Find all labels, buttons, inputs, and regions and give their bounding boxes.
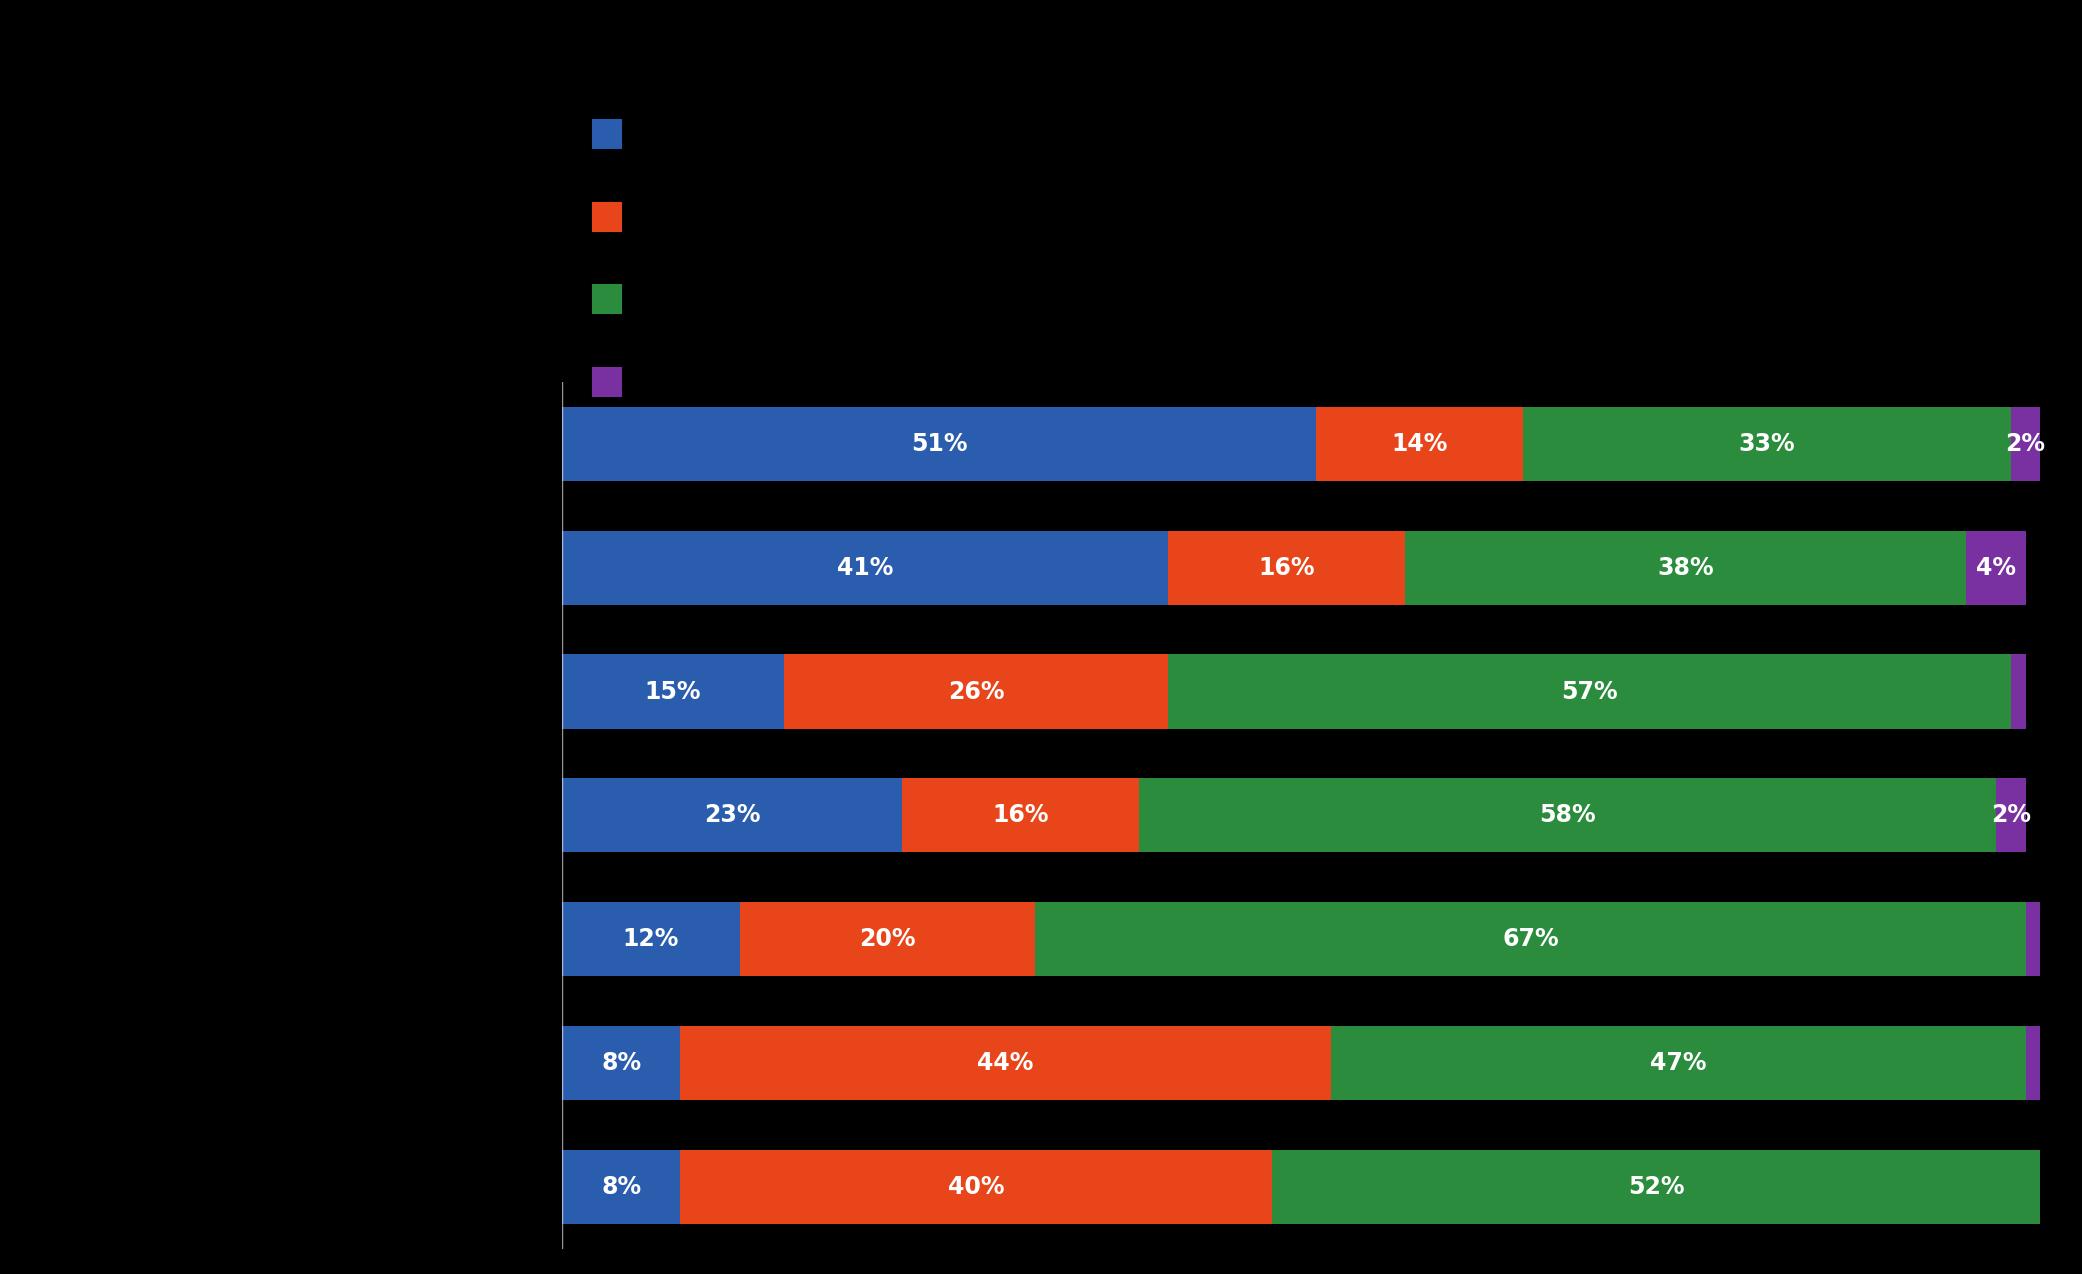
Bar — [681, 1026, 1330, 1099]
Bar — [562, 1026, 681, 1099]
Bar — [1035, 902, 2026, 976]
Text: 4%: 4% — [1976, 555, 2015, 580]
Bar — [562, 902, 739, 976]
Bar — [2011, 406, 2040, 482]
Text: 38%: 38% — [1657, 555, 1713, 580]
Text: 52%: 52% — [1628, 1175, 1684, 1199]
Text: 41%: 41% — [837, 555, 893, 580]
Text: 8%: 8% — [602, 1175, 641, 1199]
Bar — [2040, 1149, 2055, 1224]
Text: 20%: 20% — [860, 927, 916, 952]
Bar — [562, 1149, 681, 1224]
Text: 44%: 44% — [976, 1051, 1035, 1075]
Bar — [681, 1149, 1272, 1224]
Bar — [2026, 902, 2040, 976]
Text: 12%: 12% — [623, 927, 679, 952]
Text: 2%: 2% — [2005, 432, 2047, 456]
Bar — [2026, 1026, 2040, 1099]
Bar — [562, 531, 1168, 605]
Text: 16%: 16% — [1258, 555, 1314, 580]
Bar — [739, 902, 1035, 976]
Bar — [562, 406, 1316, 482]
Bar — [1168, 531, 1405, 605]
Bar — [1330, 1026, 2026, 1099]
Bar — [1316, 406, 1522, 482]
Text: 15%: 15% — [645, 679, 702, 703]
Bar — [2011, 655, 2026, 729]
Bar — [1272, 1149, 2040, 1224]
Bar — [1522, 406, 2011, 482]
Text: 2%: 2% — [1990, 804, 2030, 827]
Bar — [562, 655, 783, 729]
Bar — [1139, 778, 1997, 852]
Text: 67%: 67% — [1501, 927, 1559, 952]
Bar — [1997, 778, 2026, 852]
Text: 58%: 58% — [1539, 804, 1595, 827]
Text: 47%: 47% — [1649, 1051, 1707, 1075]
Bar — [783, 655, 1168, 729]
Text: 8%: 8% — [602, 1051, 641, 1075]
Text: 51%: 51% — [910, 432, 968, 456]
Bar — [1168, 655, 2011, 729]
Text: 57%: 57% — [1562, 679, 1618, 703]
Text: 33%: 33% — [1738, 432, 1795, 456]
Text: 26%: 26% — [947, 679, 1004, 703]
Bar — [902, 778, 1139, 852]
Text: 40%: 40% — [947, 1175, 1004, 1199]
Text: 23%: 23% — [704, 804, 760, 827]
Text: 14%: 14% — [1391, 432, 1447, 456]
Bar — [562, 778, 902, 852]
Bar — [1405, 531, 1965, 605]
Bar — [1965, 531, 2026, 605]
Text: 16%: 16% — [993, 804, 1049, 827]
